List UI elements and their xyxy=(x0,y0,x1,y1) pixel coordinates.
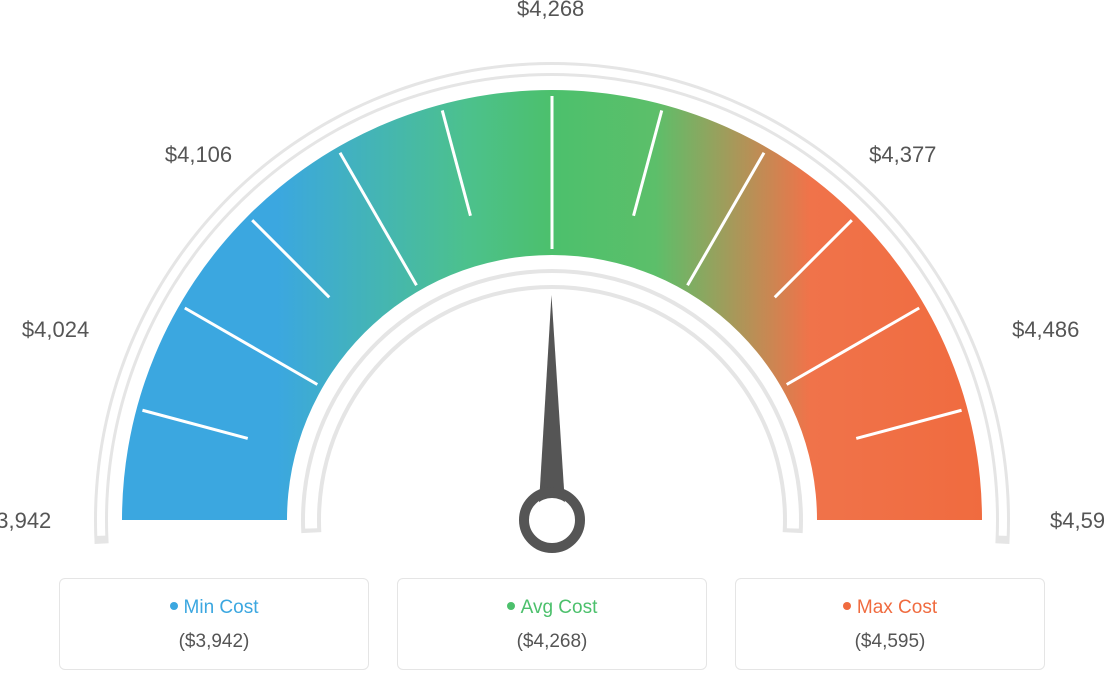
legend-title-avg: Avg Cost xyxy=(408,597,696,619)
gauge-tick-label: $3,942 xyxy=(0,508,51,534)
legend-label-min: Min Cost xyxy=(184,597,259,618)
legend-card-avg: Avg Cost ($4,268) xyxy=(397,578,707,670)
legend-value-avg: ($4,268) xyxy=(408,631,696,653)
legend-row: Min Cost ($3,942) Avg Cost ($4,268) Max … xyxy=(50,578,1054,670)
gauge-tick-label: $4,595 xyxy=(1050,508,1104,534)
legend-title-max: Max Cost xyxy=(746,597,1034,619)
gauge-tick-label: $4,268 xyxy=(517,0,584,22)
legend-card-min: Min Cost ($3,942) xyxy=(59,578,369,670)
legend-value-max: ($4,595) xyxy=(746,631,1034,653)
gauge-tick-label: $4,486 xyxy=(1012,317,1079,343)
gauge-area: $3,942 $4,024 $4,106 $4,268 $4,377 $4,486 $4,5… xyxy=(0,0,1104,570)
dot-icon xyxy=(843,602,851,610)
cost-gauge-chart: $3,942 $4,024 $4,106 $4,268 $4,377 $4,486 $4,5… xyxy=(0,0,1104,690)
legend-card-max: Max Cost ($4,595) xyxy=(735,578,1045,670)
dot-icon xyxy=(507,602,515,610)
gauge-svg xyxy=(52,50,1052,610)
gauge-tick-label: $4,024 xyxy=(22,317,89,343)
legend-value-min: ($3,942) xyxy=(70,631,358,653)
legend-title-min: Min Cost xyxy=(70,597,358,619)
legend-label-max: Max Cost xyxy=(857,597,937,618)
legend-label-avg: Avg Cost xyxy=(521,597,598,618)
gauge-tick-label: $4,377 xyxy=(869,142,936,168)
gauge-tick-label: $4,106 xyxy=(165,142,232,168)
dot-icon xyxy=(170,602,178,610)
